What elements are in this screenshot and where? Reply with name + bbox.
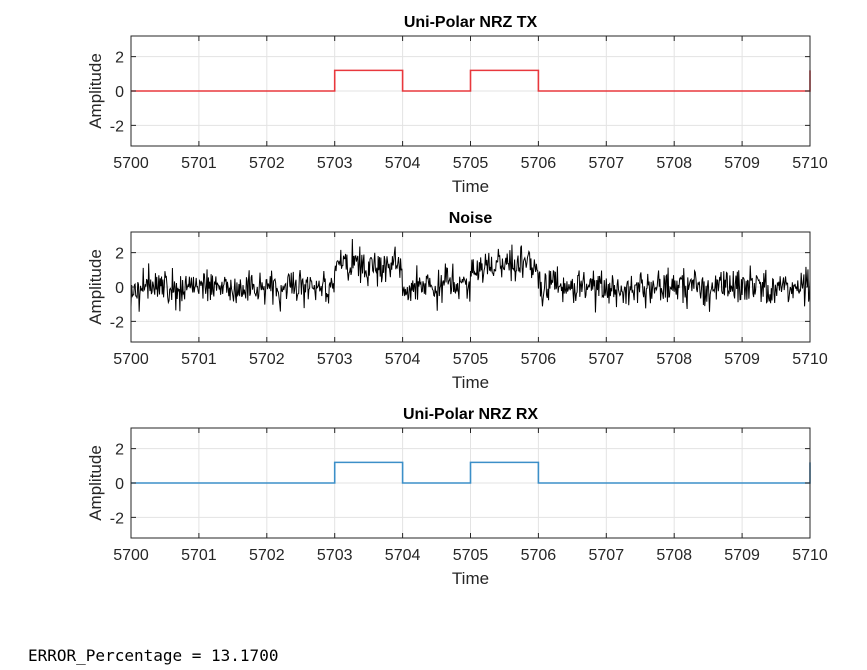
x-tick-label: 5703 (317, 547, 353, 564)
x-tick-label: 5703 (317, 155, 353, 172)
y-tick-label: 2 (115, 50, 124, 67)
subplot-title: Uni-Polar NRZ RX (403, 406, 538, 423)
x-tick-label: 5705 (453, 547, 489, 564)
x-tick-label: 5710 (792, 155, 828, 172)
y-tick-label: -2 (110, 118, 124, 135)
figure: 5700 5701 5702 5703 5704 5705 5706 5707 5708 5709… (86, 14, 828, 588)
x-tick-label: 5703 (317, 351, 353, 368)
subplot-title: Uni-Polar NRZ TX (404, 14, 538, 31)
x-tick-label: 5708 (656, 547, 692, 564)
x-tick-label: 5708 (656, 155, 692, 172)
x-tick-label: 5706 (521, 351, 557, 368)
x-tick-label: 5709 (724, 155, 760, 172)
y-tick-label: 2 (115, 442, 124, 459)
x-tick-label: 5708 (656, 351, 692, 368)
series-line (131, 69, 811, 92)
x-tick-label: 5700 (113, 547, 149, 564)
x-tick-label: 5710 (792, 351, 828, 368)
x-tick-label: 5707 (589, 155, 625, 172)
subplot-1: 5700 5701 5702 5703 5704 5705 5706 5707 5708 5709… (86, 14, 828, 196)
y-tick-label: 2 (115, 246, 124, 263)
x-tick-label: 5700 (113, 155, 149, 172)
subplot-title: Noise (449, 210, 493, 227)
series-line (131, 461, 811, 484)
x-tick-label: 5704 (385, 155, 421, 172)
x-tick-label: 5700 (113, 351, 149, 368)
y-tick-label: 0 (115, 476, 124, 493)
subplot-3: 5700 5701 5702 5703 5704 5705 5706 5707 5708 5709… (86, 406, 828, 588)
x-axis-label: Time (452, 177, 489, 196)
x-tick-label: 5701 (181, 547, 217, 564)
error-percentage-output: ERROR_Percentage = 13.1700 (28, 646, 279, 665)
x-axis-label: Time (452, 373, 489, 392)
x-tick-label: 5702 (249, 155, 285, 172)
subplot-2: 5700 5701 5702 5703 5704 5705 5706 5707 5708 5709… (86, 210, 828, 392)
y-tick-label: 0 (115, 84, 124, 101)
x-tick-label: 5706 (521, 155, 557, 172)
y-tick-label: -2 (110, 510, 124, 527)
x-tick-label: 5701 (181, 155, 217, 172)
x-tick-label: 5705 (453, 351, 489, 368)
x-tick-label: 5709 (724, 547, 760, 564)
x-tick-label: 5701 (181, 351, 217, 368)
y-axis-label: Amplitude (86, 249, 105, 325)
x-tick-label: 5702 (249, 351, 285, 368)
x-tick-label: 5705 (453, 155, 489, 172)
x-tick-label: 5706 (521, 547, 557, 564)
y-tick-label: 0 (115, 280, 124, 297)
x-axis-label: Time (452, 569, 489, 588)
x-tick-label: 5702 (249, 547, 285, 564)
y-tick-label: -2 (110, 314, 124, 331)
x-tick-label: 5710 (792, 547, 828, 564)
x-tick-label: 5707 (589, 351, 625, 368)
x-tick-label: 5704 (385, 351, 421, 368)
series-line (130, 238, 811, 313)
x-tick-label: 5709 (724, 351, 760, 368)
y-axis-label: Amplitude (86, 53, 105, 129)
x-tick-label: 5707 (589, 547, 625, 564)
x-tick-label: 5704 (385, 547, 421, 564)
y-axis-label: Amplitude (86, 445, 105, 521)
